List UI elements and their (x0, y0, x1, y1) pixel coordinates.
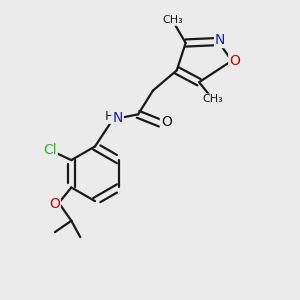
Text: O: O (161, 115, 172, 129)
Text: N: N (112, 111, 123, 125)
Text: O: O (49, 196, 60, 211)
Text: N: N (215, 33, 225, 47)
Text: CH₃: CH₃ (162, 15, 183, 25)
Text: O: O (229, 54, 240, 68)
Text: H: H (105, 110, 114, 123)
Text: CH₃: CH₃ (202, 94, 224, 104)
Text: Cl: Cl (43, 143, 57, 157)
